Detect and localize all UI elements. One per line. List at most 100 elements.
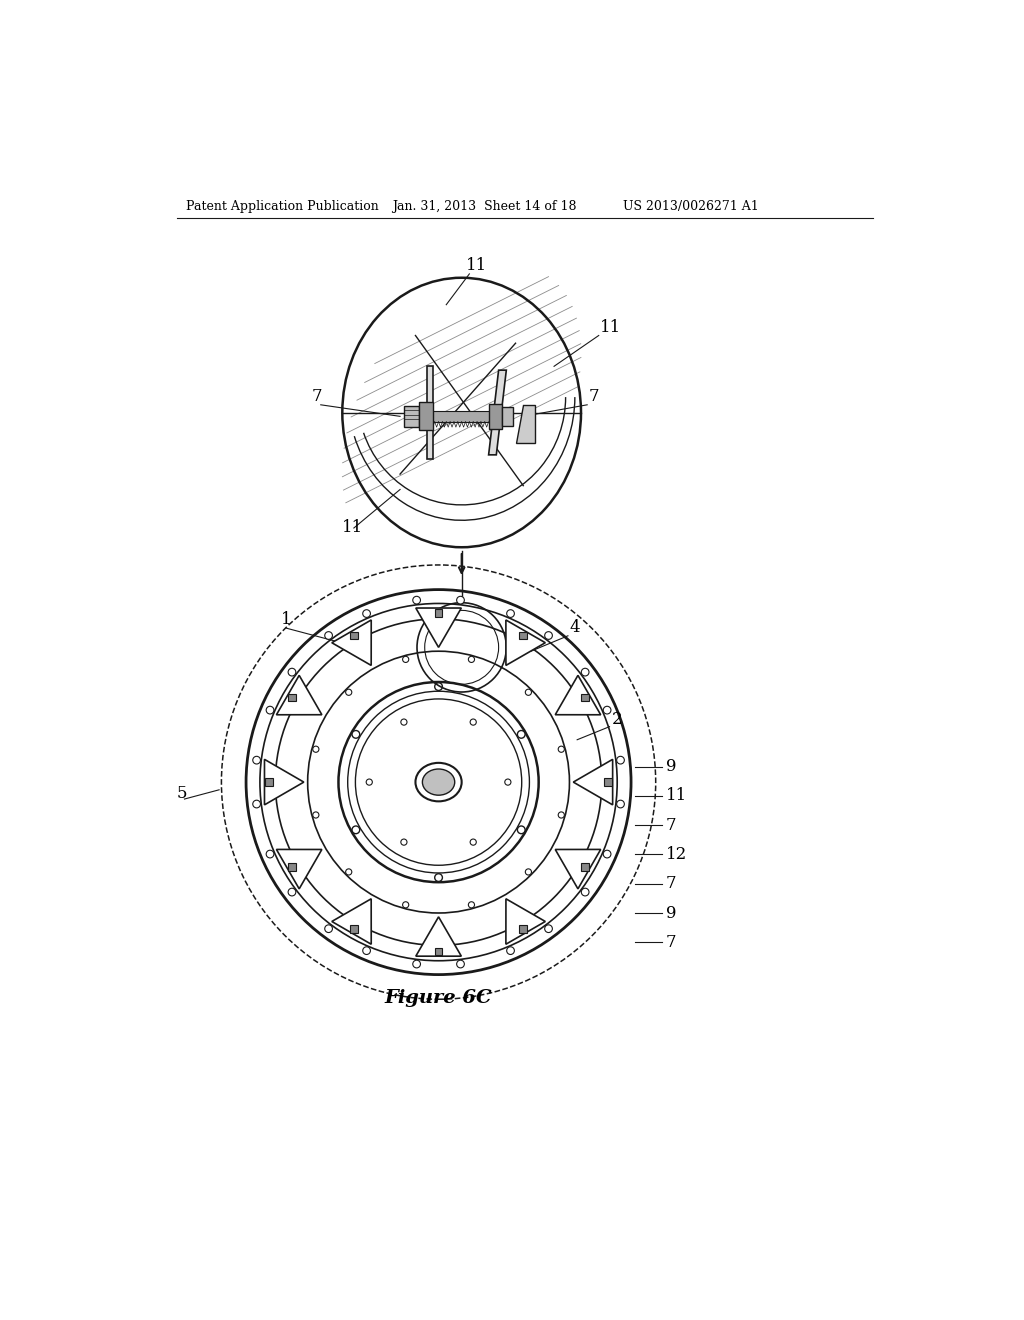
Text: Jan. 31, 2013  Sheet 14 of 18: Jan. 31, 2013 Sheet 14 of 18 bbox=[392, 199, 577, 213]
Circle shape bbox=[402, 902, 409, 908]
Text: 7: 7 bbox=[666, 933, 676, 950]
Polygon shape bbox=[416, 609, 462, 647]
Circle shape bbox=[346, 869, 352, 875]
Circle shape bbox=[413, 597, 421, 605]
Text: 11: 11 bbox=[467, 257, 487, 275]
Ellipse shape bbox=[416, 763, 462, 801]
Circle shape bbox=[352, 730, 359, 738]
Bar bbox=[519, 925, 527, 933]
Bar bbox=[435, 948, 442, 956]
Circle shape bbox=[288, 888, 296, 896]
Circle shape bbox=[352, 826, 359, 834]
Circle shape bbox=[312, 746, 318, 752]
Circle shape bbox=[507, 610, 514, 618]
Polygon shape bbox=[488, 370, 506, 455]
Circle shape bbox=[362, 610, 371, 618]
Bar bbox=[582, 693, 589, 701]
Bar bbox=[519, 631, 527, 639]
Circle shape bbox=[457, 960, 464, 968]
Bar bbox=[604, 779, 611, 785]
Text: 7: 7 bbox=[666, 875, 676, 892]
Circle shape bbox=[253, 756, 260, 764]
Text: 9: 9 bbox=[666, 758, 676, 775]
Polygon shape bbox=[332, 620, 372, 665]
Bar bbox=[265, 779, 273, 785]
Circle shape bbox=[525, 689, 531, 696]
Text: 11: 11 bbox=[600, 318, 622, 335]
Text: 5: 5 bbox=[177, 784, 187, 801]
Polygon shape bbox=[264, 759, 304, 805]
Circle shape bbox=[582, 888, 589, 896]
Circle shape bbox=[400, 840, 407, 845]
Circle shape bbox=[616, 800, 625, 808]
Circle shape bbox=[362, 946, 371, 954]
Bar bbox=[435, 609, 442, 616]
Circle shape bbox=[517, 826, 525, 834]
Polygon shape bbox=[332, 899, 372, 944]
Text: 9: 9 bbox=[666, 904, 676, 921]
Circle shape bbox=[468, 902, 474, 908]
Circle shape bbox=[435, 874, 442, 882]
Circle shape bbox=[470, 840, 476, 845]
Bar bbox=[350, 631, 357, 639]
Text: 7: 7 bbox=[589, 388, 599, 405]
Bar bbox=[403, 405, 419, 428]
Text: 1: 1 bbox=[281, 611, 292, 628]
Polygon shape bbox=[276, 850, 322, 888]
Circle shape bbox=[288, 668, 296, 676]
Circle shape bbox=[325, 632, 333, 639]
Bar bbox=[350, 925, 357, 933]
Bar bbox=[419, 411, 512, 422]
Circle shape bbox=[266, 850, 273, 858]
Text: Figure 6C: Figure 6C bbox=[385, 989, 493, 1007]
Bar bbox=[488, 404, 503, 429]
Bar bbox=[582, 863, 589, 871]
Circle shape bbox=[558, 746, 564, 752]
Circle shape bbox=[312, 812, 318, 818]
Polygon shape bbox=[276, 676, 322, 714]
Circle shape bbox=[402, 656, 409, 663]
Text: 7: 7 bbox=[666, 817, 676, 834]
Circle shape bbox=[266, 706, 273, 714]
Polygon shape bbox=[506, 899, 546, 944]
Circle shape bbox=[603, 706, 611, 714]
Polygon shape bbox=[555, 676, 601, 714]
Polygon shape bbox=[573, 759, 612, 805]
Polygon shape bbox=[555, 850, 601, 888]
Circle shape bbox=[517, 730, 525, 738]
Circle shape bbox=[616, 756, 625, 764]
Circle shape bbox=[505, 779, 511, 785]
Bar bbox=[288, 863, 296, 871]
Circle shape bbox=[457, 597, 464, 605]
Circle shape bbox=[525, 869, 531, 875]
Circle shape bbox=[367, 779, 373, 785]
Bar bbox=[427, 367, 433, 459]
Circle shape bbox=[468, 656, 474, 663]
Polygon shape bbox=[416, 917, 462, 956]
Circle shape bbox=[545, 925, 552, 932]
Text: 11: 11 bbox=[666, 788, 687, 804]
Text: 7: 7 bbox=[311, 388, 323, 405]
Circle shape bbox=[603, 850, 611, 858]
Circle shape bbox=[253, 800, 260, 808]
Bar bbox=[503, 407, 513, 425]
Circle shape bbox=[325, 925, 333, 932]
Circle shape bbox=[400, 719, 407, 725]
Text: 11: 11 bbox=[342, 519, 364, 536]
Circle shape bbox=[470, 719, 476, 725]
Circle shape bbox=[545, 632, 552, 639]
Bar bbox=[288, 693, 296, 701]
Polygon shape bbox=[506, 620, 546, 665]
Circle shape bbox=[582, 668, 589, 676]
Circle shape bbox=[507, 946, 514, 954]
Polygon shape bbox=[515, 405, 535, 444]
Text: 12: 12 bbox=[666, 846, 687, 863]
Text: US 2013/0026271 A1: US 2013/0026271 A1 bbox=[624, 199, 759, 213]
Bar bbox=[419, 403, 433, 430]
Circle shape bbox=[558, 812, 564, 818]
Ellipse shape bbox=[422, 770, 455, 795]
Text: 4: 4 bbox=[569, 619, 580, 636]
Circle shape bbox=[413, 960, 421, 968]
Text: Patent Application Publication: Patent Application Publication bbox=[186, 199, 379, 213]
Circle shape bbox=[435, 682, 442, 690]
